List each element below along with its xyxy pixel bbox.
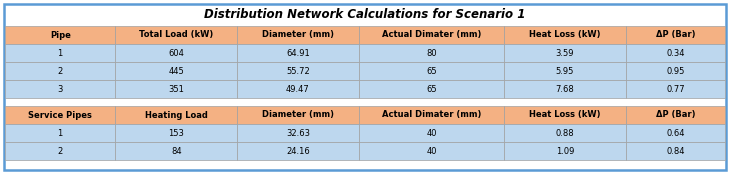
Text: Total Load (kW): Total Load (kW) [139, 30, 213, 39]
Text: 40: 40 [426, 129, 437, 137]
Bar [237, 124, 358, 142]
Bar [5, 124, 115, 142]
Bar [237, 142, 358, 160]
Text: 84: 84 [171, 147, 182, 156]
Text: 445: 445 [169, 66, 184, 76]
Text: 64.91: 64.91 [286, 49, 310, 57]
Bar [115, 26, 237, 44]
Bar [115, 106, 237, 124]
Text: 80: 80 [426, 49, 437, 57]
Text: 24.16: 24.16 [286, 147, 310, 156]
Bar [358, 62, 504, 80]
Bar [626, 106, 725, 124]
Bar [237, 106, 358, 124]
Bar [237, 62, 358, 80]
Bar [115, 124, 237, 142]
Bar [626, 124, 725, 142]
Text: 1: 1 [58, 49, 63, 57]
Bar [504, 106, 626, 124]
Text: 1: 1 [58, 129, 63, 137]
Text: 7.68: 7.68 [556, 85, 575, 93]
Bar [115, 80, 237, 98]
Bar [358, 124, 504, 142]
Bar [358, 106, 504, 124]
Text: Diameter (mm): Diameter (mm) [262, 110, 334, 120]
Bar [504, 62, 626, 80]
Bar [626, 62, 725, 80]
Text: 351: 351 [168, 85, 184, 93]
Text: Actual Dimater (mm): Actual Dimater (mm) [382, 30, 481, 39]
Bar [504, 26, 626, 44]
Bar [504, 44, 626, 62]
Text: 604: 604 [168, 49, 184, 57]
Text: Heat Loss (kW): Heat Loss (kW) [529, 110, 601, 120]
Bar [115, 62, 237, 80]
Bar [358, 142, 504, 160]
Text: 0.95: 0.95 [666, 66, 685, 76]
Text: 0.84: 0.84 [666, 147, 685, 156]
Text: 49.47: 49.47 [286, 85, 310, 93]
Bar [358, 80, 504, 98]
Text: 0.64: 0.64 [666, 129, 685, 137]
Bar [358, 26, 504, 44]
Bar [626, 26, 725, 44]
Text: Service Pipes: Service Pipes [28, 110, 92, 120]
Bar [504, 142, 626, 160]
Text: 55.72: 55.72 [286, 66, 310, 76]
Bar [237, 44, 358, 62]
Bar [504, 80, 626, 98]
Bar [237, 80, 358, 98]
Bar [626, 142, 725, 160]
Text: 0.77: 0.77 [666, 85, 685, 93]
Bar [5, 80, 115, 98]
Bar [115, 142, 237, 160]
Text: 65: 65 [426, 66, 437, 76]
Text: Pipe: Pipe [50, 30, 71, 39]
Bar [626, 44, 725, 62]
Bar [504, 124, 626, 142]
Text: 2: 2 [58, 147, 63, 156]
Text: 40: 40 [426, 147, 437, 156]
Bar [358, 44, 504, 62]
Bar [5, 62, 115, 80]
Text: 2: 2 [58, 66, 63, 76]
Text: 3: 3 [58, 85, 63, 93]
Bar [237, 26, 358, 44]
Text: 1.09: 1.09 [556, 147, 575, 156]
Text: 65: 65 [426, 85, 437, 93]
Text: ΔP (Bar): ΔP (Bar) [656, 110, 695, 120]
Text: Actual Dimater (mm): Actual Dimater (mm) [382, 110, 481, 120]
Text: Diameter (mm): Diameter (mm) [262, 30, 334, 39]
Bar [5, 142, 115, 160]
Text: 3.59: 3.59 [556, 49, 575, 57]
Text: Heat Loss (kW): Heat Loss (kW) [529, 30, 601, 39]
Text: Distribution Network Calculations for Scenario 1: Distribution Network Calculations for Sc… [204, 9, 526, 22]
Bar [5, 44, 115, 62]
Bar [115, 44, 237, 62]
Text: 0.34: 0.34 [666, 49, 685, 57]
Text: 32.63: 32.63 [286, 129, 310, 137]
Bar [5, 26, 115, 44]
Text: 153: 153 [168, 129, 184, 137]
Bar [626, 80, 725, 98]
Text: 5.95: 5.95 [556, 66, 575, 76]
Text: ΔP (Bar): ΔP (Bar) [656, 30, 695, 39]
Text: Heating Load: Heating Load [145, 110, 207, 120]
Bar [5, 106, 115, 124]
Text: 0.88: 0.88 [556, 129, 575, 137]
